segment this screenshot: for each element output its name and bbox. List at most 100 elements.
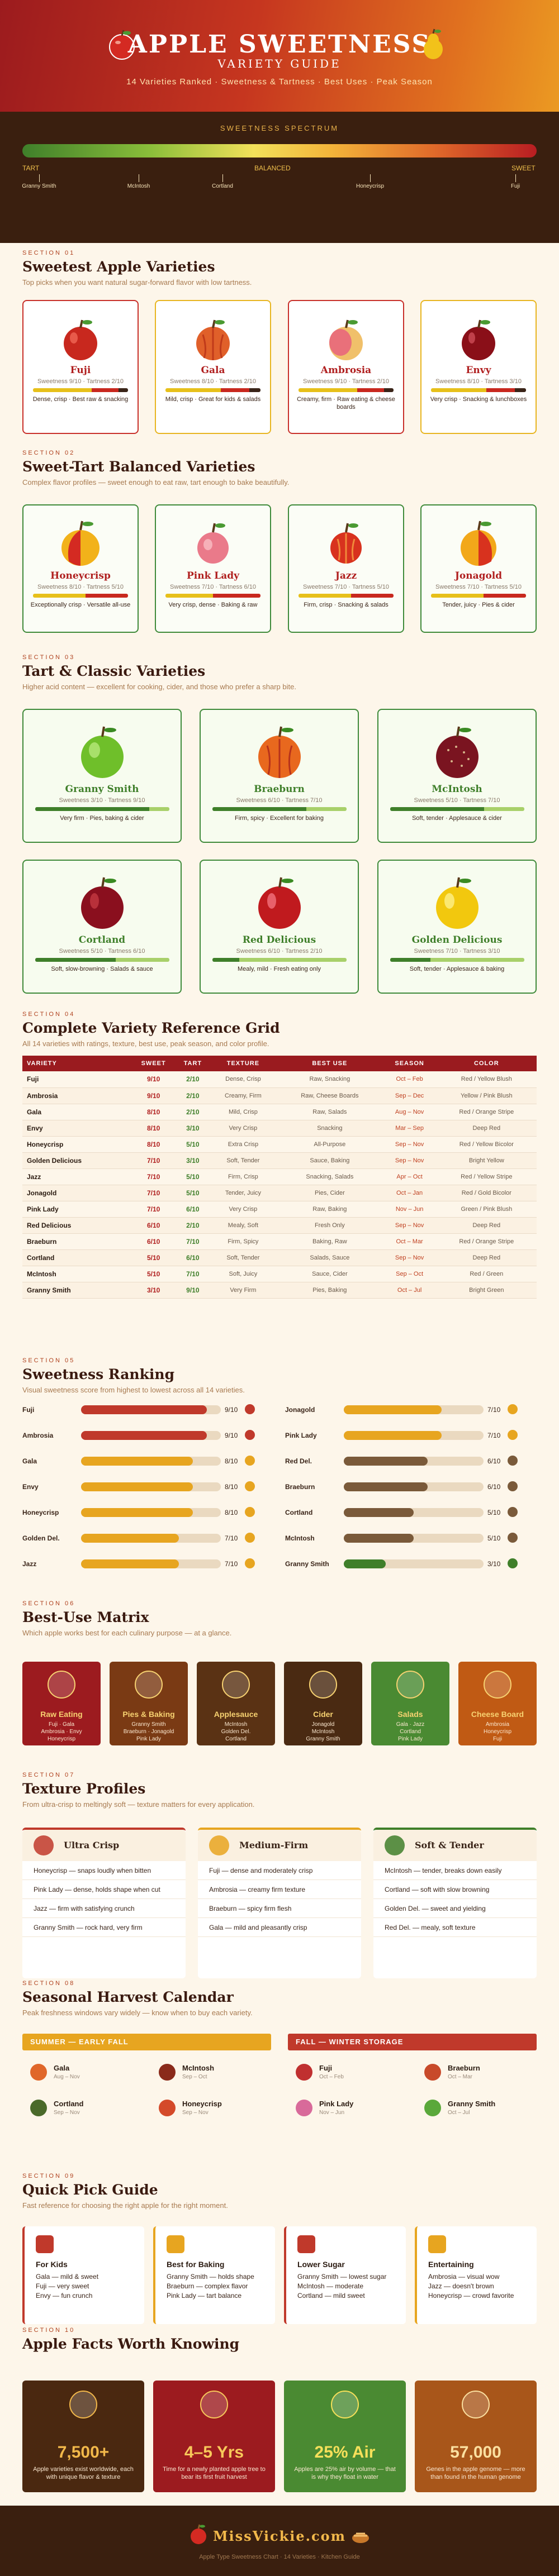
table-cell: Very Crisp	[209, 1201, 277, 1218]
spectrum-bar	[22, 144, 537, 158]
gift-icon	[36, 2235, 54, 2253]
section-facts: SECTION 10 Apple Facts Worth Knowing 7,5…	[22, 2327, 537, 2500]
texture-item: Granny Smith — rock hard, very firm	[22, 1918, 186, 1937]
fact-description: Time for a newly planted apple tree to b…	[163, 2466, 266, 2480]
table-cell: Sep – Nov	[382, 1136, 437, 1153]
apple-icon	[196, 319, 230, 360]
harvest-item: Granny Smith Oct – Jul	[424, 2097, 536, 2120]
section-tart: SECTION 03 Tart & Classic Varieties High…	[22, 654, 537, 995]
table-cell: Red / Yellow Bicolor	[436, 1136, 537, 1153]
footer-brand[interactable]: MissVickie.com	[212, 2528, 347, 2544]
use-varieties: Jonagold McIntosh Granny Smith	[284, 1721, 362, 1743]
ranking-value: 9/10	[225, 1432, 238, 1439]
pie-icon	[135, 1671, 163, 1699]
apple-icon	[296, 2100, 312, 2116]
variety-description: Soft, tender · Applesauce & baking	[409, 966, 505, 972]
variety-description: Firm, spicy · Excellent for baking	[235, 815, 324, 822]
tartness-meter	[35, 807, 169, 811]
table-cell: Bright Green	[436, 1282, 537, 1299]
variety-card: McIntosh Sweetness 5/10 · Tartness 7/10 …	[377, 709, 537, 843]
apple-icon	[191, 2524, 206, 2544]
texture-header: Medium-Firm	[198, 1830, 361, 1861]
variety-card: Honeycrisp Sweetness 8/10 · Tartness 5/1…	[22, 504, 139, 633]
ranking-track	[344, 1431, 484, 1440]
use-variety: Ambrosia · Envy	[41, 1729, 82, 1735]
table-row: Jazz 7/10 5/10 Firm, Crisp Snacking, Salads A…	[22, 1168, 537, 1185]
ranking-track	[81, 1457, 221, 1466]
harvest-item: McIntosh Sep – Oct	[159, 2062, 271, 2084]
pie-icon	[167, 2235, 184, 2253]
apple-icon	[508, 1533, 518, 1543]
apple-icon	[508, 1404, 518, 1414]
sweetness-meter	[431, 388, 526, 392]
apple-icon	[508, 1456, 518, 1466]
variety-card: Pink Lady Sweetness 7/10 · Tartness 6/10…	[155, 504, 271, 633]
table-cell: Sep – Nov	[382, 1217, 437, 1234]
section-subtitle: Which apple works best for each culinary…	[22, 1629, 232, 1637]
ranking-row: Jonagold 7/10	[285, 1404, 531, 1415]
harvest-dates: Nov – Jun	[319, 2110, 345, 2116]
apple-icon	[64, 319, 97, 360]
use-variety: Golden Del.	[221, 1729, 251, 1735]
table-row: Golden Delicious 7/10 3/10 Soft, Tender Sauc…	[22, 1152, 537, 1169]
sauce-jar-icon	[222, 1671, 250, 1699]
ranking-bar	[344, 1559, 386, 1568]
quick-pick-card: Entertaining Ambrosia — visual wow Jazz — …	[415, 2226, 537, 2324]
harvest-item: Cortland Sep – Nov	[30, 2097, 142, 2120]
use-varieties: Gala · Jazz Cortland Pink Lady	[371, 1721, 449, 1743]
table-cell: 2/10	[176, 1087, 210, 1104]
variety-name: Fuji	[70, 365, 91, 376]
variety-score: Sweetness 5/10 · Tartness 6/10	[59, 948, 145, 955]
quick-pick-card: Best for Baking Granny Smith — holds shap…	[153, 2226, 275, 2324]
ranking-name: Golden Del.	[22, 1534, 60, 1542]
table-cell: 9/10	[176, 1282, 210, 1299]
sweetness-spectrum: SWEETNESS SPECTRUM TART BALANCED SWEET G…	[0, 112, 559, 243]
ranking-name: Red Del.	[285, 1457, 312, 1465]
use-title: Salads	[397, 1710, 423, 1719]
sweetness-meter	[33, 594, 128, 598]
use-variety: Braeburn · Jonagold	[123, 1729, 174, 1735]
section-title: Sweetness Ranking	[22, 1366, 175, 1382]
table-cell: Mealy, Soft	[209, 1217, 277, 1234]
use-varieties: Ambrosia Honeycrisp Fuji	[458, 1721, 537, 1743]
ranking-row: Golden Del. 7/10	[22, 1533, 268, 1544]
ranking-value: 3/10	[487, 1560, 501, 1568]
table-cell: Ambrosia	[22, 1087, 131, 1104]
table-cell: Honeycrisp	[22, 1136, 131, 1153]
spectrum-tick-label: Granny Smith	[22, 183, 56, 189]
use-varieties: McIntosh Golden Del. Cortland	[197, 1721, 275, 1743]
ranking-bar	[81, 1457, 193, 1466]
apple-icon	[245, 1404, 255, 1414]
table-cell: Raw, Cheese Boards	[277, 1087, 383, 1104]
ranking-name: Jazz	[22, 1560, 37, 1568]
quick-pick-line: Gala — mild & sweet	[36, 2273, 99, 2281]
table-header: SEASON	[382, 1056, 437, 1071]
use-variety: Pink Lady	[398, 1736, 423, 1742]
table-cell: 7/10	[176, 1233, 210, 1250]
spectrum-left-label: TART	[22, 164, 40, 172]
spectrum-tick-label: McIntosh	[127, 183, 150, 189]
variety-table: VARIETY SWEET TART TEXTURE BEST USE SEASON COL…	[22, 1056, 537, 1299]
section-number: SECTION 01	[22, 250, 75, 256]
table-cell: 6/10	[176, 1201, 210, 1218]
ranking-row: Cortland 5/10	[285, 1507, 531, 1518]
variety-name: Cortland	[78, 934, 126, 946]
table-cell: Very Firm	[209, 1282, 277, 1299]
table-header: TART	[176, 1056, 210, 1071]
harvest-name: Gala	[54, 2064, 70, 2072]
spectrum-tick-label: Cortland	[212, 183, 233, 189]
salad-bowl-icon	[396, 1671, 424, 1699]
texture-item: Red Del. — mealy, soft texture	[373, 1918, 537, 1937]
fact-value: 4–5 Yrs	[184, 2443, 244, 2461]
table-cell: Raw, Salads	[277, 1104, 383, 1120]
ranking-name: Ambrosia	[22, 1432, 54, 1439]
variety-description: Mealy, mild · Fresh eating only	[238, 966, 321, 972]
ranking-bar	[81, 1534, 179, 1543]
section-title: Quick Pick Guide	[22, 2182, 158, 2198]
ranking-bar	[344, 1534, 414, 1543]
apple-icon	[159, 2100, 176, 2116]
dna-icon	[462, 2391, 490, 2418]
quick-pick-title: For Kids	[36, 2260, 68, 2269]
apple-icon	[508, 1558, 518, 1568]
harvest-item: Honeycrisp Sep – Nov	[159, 2097, 271, 2120]
